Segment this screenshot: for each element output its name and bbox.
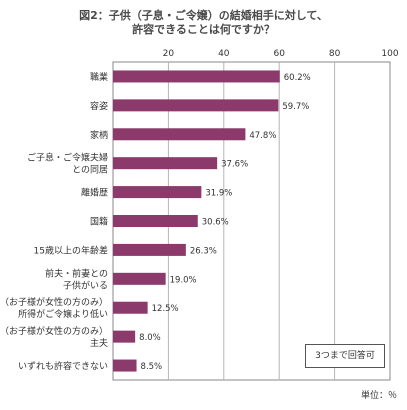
value-label-5: 30.6% [202, 218, 229, 228]
value-label-1: 59.7% [282, 102, 309, 112]
bar-0 [113, 70, 280, 83]
bar-9 [113, 330, 136, 343]
note-box: 3つまで回答可 [305, 344, 385, 368]
value-label-6: 26.3% [190, 246, 217, 256]
category-label-3-line-0: ご子息・ご令嬢夫婦 [27, 152, 108, 164]
bar-6 [113, 243, 186, 256]
value-label-9: 8.0% [139, 333, 161, 343]
category-label-6: 15歳以上の年齢差 [34, 244, 108, 256]
value-label-0: 60.2% [284, 73, 311, 83]
category-label-0: 職業 [90, 71, 108, 83]
category-label-7-line-0: 前夫・前妻との [45, 267, 108, 279]
bar-5 [113, 215, 198, 227]
value-label-4: 31.9% [205, 189, 232, 199]
chart-title: 図2：子供（子息・ご令嬢）の結婚相手に対して、 [79, 9, 328, 22]
x-tick-label-60: 60 [273, 49, 285, 59]
category-label-3-line-1: との同居 [72, 165, 108, 176]
bar-4 [113, 186, 202, 199]
category-label-1: 容姿 [90, 100, 108, 112]
value-label-10: 8.5% [141, 362, 163, 372]
value-label-3: 37.6% [221, 160, 248, 170]
bar-2 [113, 128, 246, 141]
bar-7 [113, 272, 166, 285]
category-label-8-line-1: 所得がご令嬢より低い [18, 308, 108, 320]
category-label-8-line-0: （お子様が女性の方のみ） [0, 296, 108, 308]
category-label-5: 国籍 [90, 216, 108, 228]
bar-3 [113, 157, 218, 170]
x-tick-label-80: 80 [329, 49, 341, 59]
x-tick-label-100: 100 [381, 49, 398, 59]
x-tick-label-20: 20 [163, 49, 175, 59]
category-label-4: 離婚歴 [81, 187, 108, 199]
value-label-7: 19.0% [170, 275, 197, 285]
category-label-2: 家柄 [90, 129, 108, 141]
category-label-9-line-1: 主夫 [90, 337, 108, 349]
category-label-10: いずれも許容できない [18, 360, 108, 372]
bar-8 [113, 301, 148, 314]
category-label-9-line-0: （お子様が女性の方のみ） [0, 325, 108, 337]
x-tick-label-40: 40 [218, 49, 230, 59]
bar-10 [113, 359, 137, 372]
unit-label: 単位：％ [360, 391, 397, 401]
chart-title-line2: 許容できることは何ですか？ [132, 23, 275, 36]
bar-1 [113, 99, 279, 112]
value-label-8: 12.5% [152, 304, 179, 314]
category-label-7-line-1: 子供がいる [63, 279, 108, 291]
value-label-2: 47.8% [249, 131, 276, 141]
